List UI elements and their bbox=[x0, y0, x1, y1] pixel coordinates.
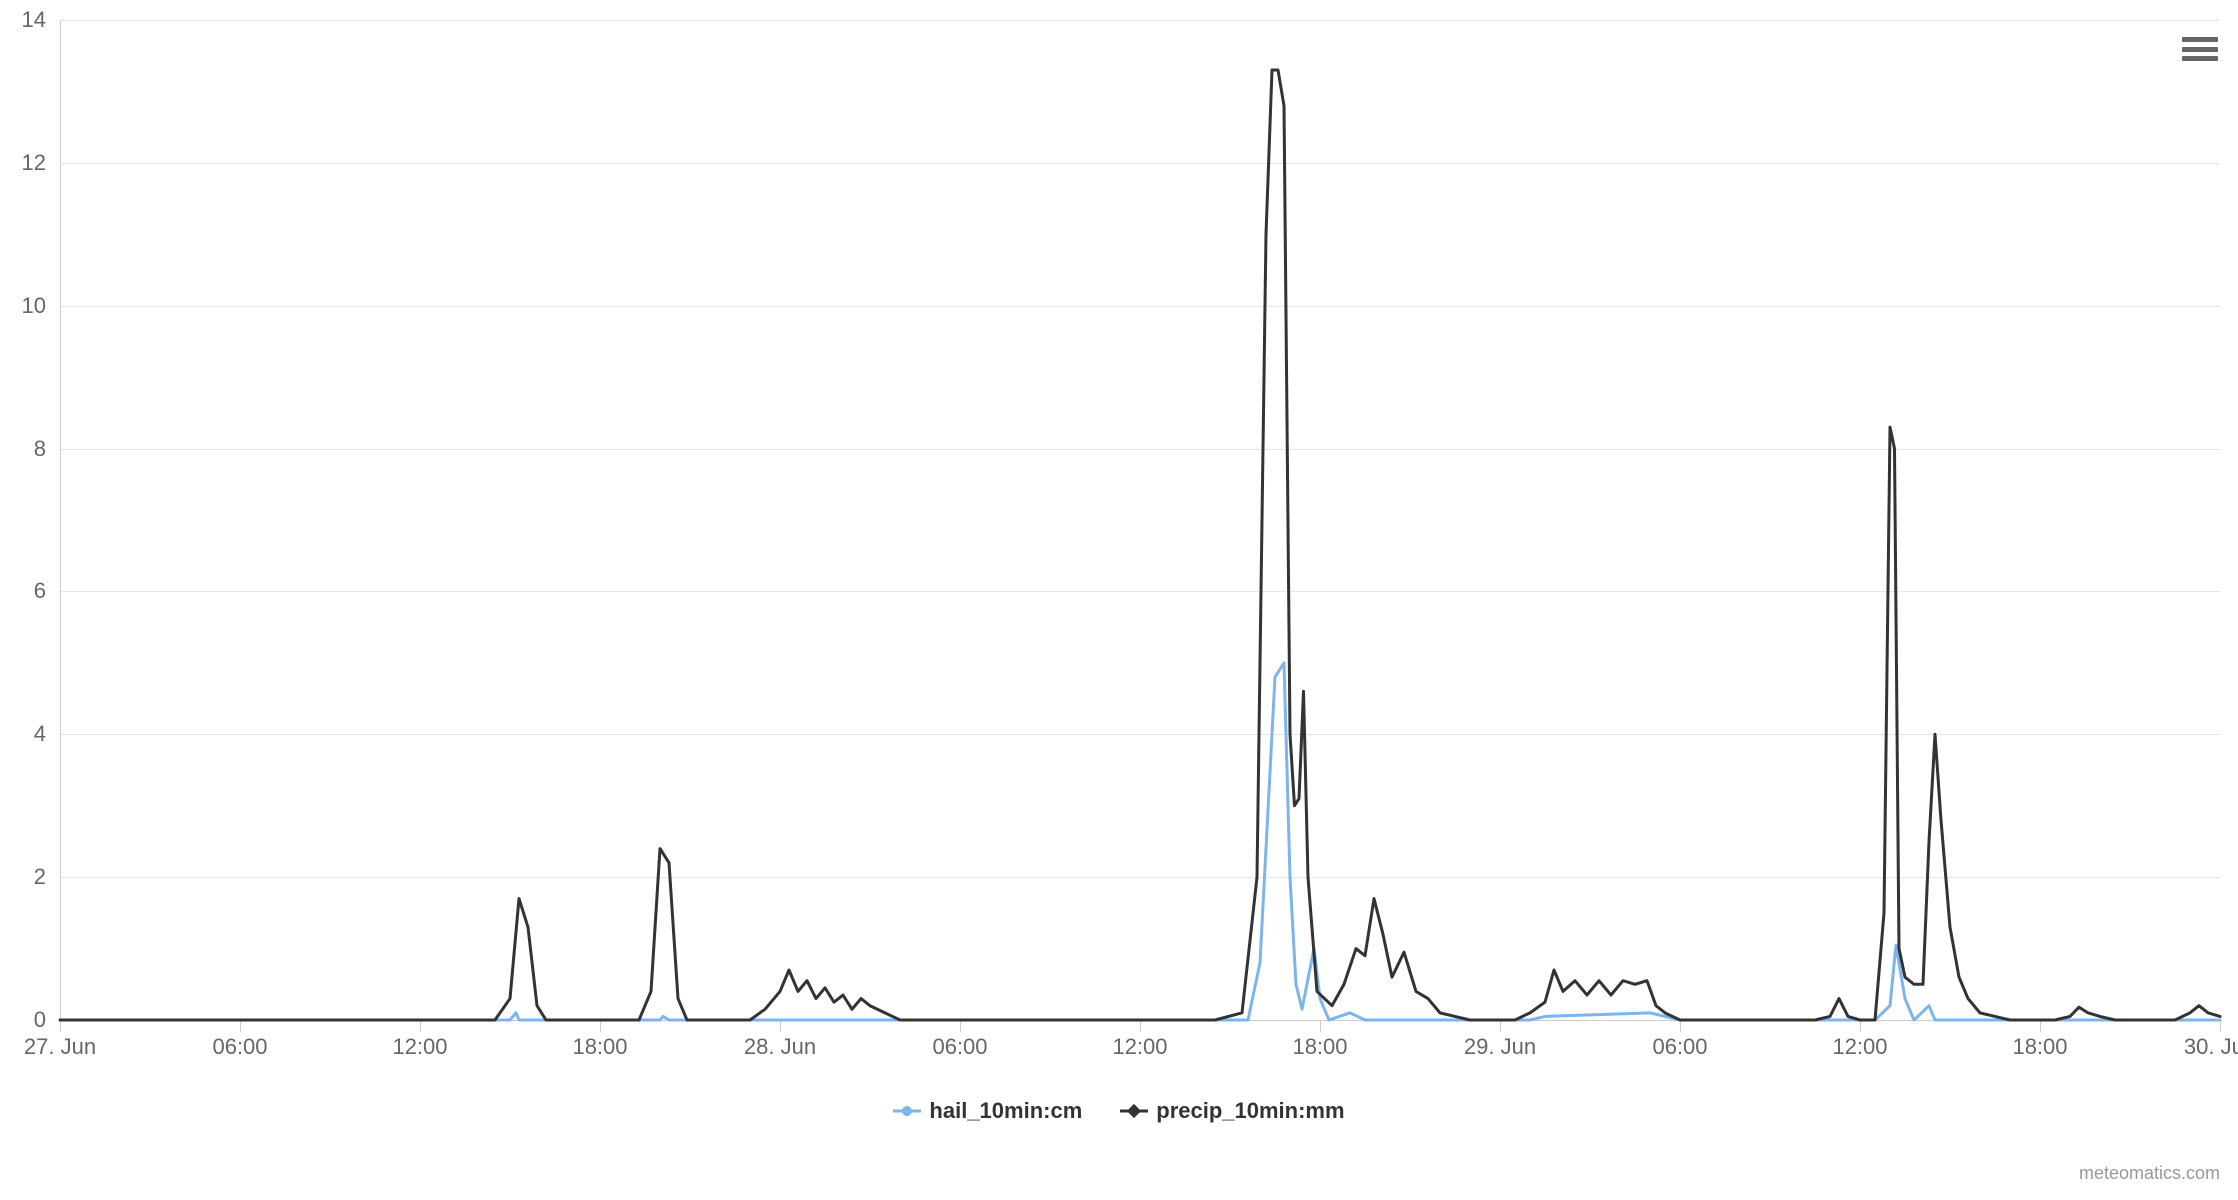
series-svg bbox=[60, 20, 2220, 1020]
x-tick-label: 18:00 bbox=[1292, 1034, 1347, 1060]
y-tick-label: 0 bbox=[34, 1007, 46, 1033]
legend: hail_10min:cm precip_10min:mm bbox=[0, 1098, 2238, 1124]
legend-item[interactable]: hail_10min:cm bbox=[893, 1098, 1082, 1124]
burger-bar bbox=[2182, 37, 2218, 42]
x-tick-mark bbox=[1860, 1020, 1861, 1032]
x-tick-mark bbox=[1500, 1020, 1501, 1032]
chart-menu-button[interactable] bbox=[2182, 34, 2218, 64]
y-tick-label: 12 bbox=[22, 150, 46, 176]
plot-area: 0246810121427. Jun06:0012:0018:0028. Jun… bbox=[60, 20, 2220, 1020]
y-tick-label: 10 bbox=[22, 293, 46, 319]
legend-swatch bbox=[893, 1104, 921, 1118]
legend-label: precip_10min:mm bbox=[1156, 1098, 1344, 1124]
x-tick-mark bbox=[1320, 1020, 1321, 1032]
x-tick-label: 06:00 bbox=[212, 1034, 267, 1060]
y-tick-label: 2 bbox=[34, 864, 46, 890]
y-tick-label: 8 bbox=[34, 436, 46, 462]
x-tick-mark bbox=[2220, 1020, 2221, 1032]
x-tick-mark bbox=[2040, 1020, 2041, 1032]
y-tick-label: 6 bbox=[34, 578, 46, 604]
legend-swatch bbox=[1120, 1104, 1148, 1118]
x-tick-mark bbox=[420, 1020, 421, 1032]
x-tick-label: 18:00 bbox=[2012, 1034, 2067, 1060]
x-tick-mark bbox=[960, 1020, 961, 1032]
x-tick-label: 12:00 bbox=[392, 1034, 447, 1060]
x-tick-label: 28. Jun bbox=[744, 1034, 816, 1060]
x-tick-label: 29. Jun bbox=[1464, 1034, 1536, 1060]
x-tick-label: 06:00 bbox=[932, 1034, 987, 1060]
burger-bar bbox=[2182, 56, 2218, 61]
x-tick-mark bbox=[1680, 1020, 1681, 1032]
x-tick-label: 30. Jun bbox=[2184, 1034, 2238, 1060]
y-tick-label: 14 bbox=[22, 7, 46, 33]
x-tick-mark bbox=[1140, 1020, 1141, 1032]
credit-text: meteomatics.com bbox=[2079, 1163, 2220, 1184]
x-tick-label: 12:00 bbox=[1112, 1034, 1167, 1060]
burger-bar bbox=[2182, 47, 2218, 52]
y-tick-label: 4 bbox=[34, 721, 46, 747]
x-tick-label: 18:00 bbox=[572, 1034, 627, 1060]
x-tick-mark bbox=[60, 1020, 61, 1032]
x-tick-mark bbox=[780, 1020, 781, 1032]
legend-item[interactable]: precip_10min:mm bbox=[1120, 1098, 1344, 1124]
x-tick-label: 27. Jun bbox=[24, 1034, 96, 1060]
chart-container: 0 2 4 6 8 10 12 14 27. Jun 06:00 12:00 18:00 28. Jun… bbox=[0, 0, 2238, 1200]
legend-label: hail_10min:cm bbox=[929, 1098, 1082, 1124]
x-tick-mark bbox=[600, 1020, 601, 1032]
x-tick-mark bbox=[240, 1020, 241, 1032]
series-line[interactable] bbox=[60, 70, 2220, 1020]
x-tick-label: 06:00 bbox=[1652, 1034, 1707, 1060]
x-tick-label: 12:00 bbox=[1832, 1034, 1887, 1060]
